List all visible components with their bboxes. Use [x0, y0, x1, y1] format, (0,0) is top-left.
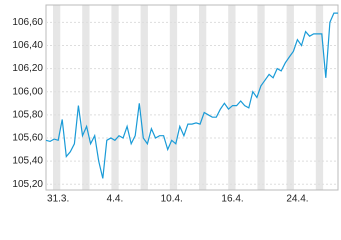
day-band — [53, 5, 61, 190]
plot-area — [45, 4, 339, 191]
day-band — [257, 5, 265, 190]
y-tick-label: 106,00 — [12, 86, 43, 97]
day-bands — [53, 5, 324, 190]
x-tick-label: 10.4. — [161, 194, 183, 205]
chart: 105,20 105,40 105,60 105,80 106,00 106,20 106,… — [12, 4, 339, 205]
day-band — [228, 5, 236, 190]
y-tick-label: 105,40 — [12, 156, 43, 167]
day-band — [82, 5, 90, 190]
y-tick-label: 105,60 — [12, 133, 43, 144]
day-band — [169, 5, 178, 190]
y-tick-label: 106,40 — [12, 40, 43, 51]
price-line — [45, 12, 338, 179]
day-band — [286, 5, 294, 190]
y-tick-label: 106,20 — [12, 63, 43, 74]
x-tick-label: 4.4. — [107, 194, 124, 205]
day-band — [111, 5, 119, 190]
y-tick-label: 106,60 — [12, 17, 43, 28]
x-tick-label: 31.3. — [47, 194, 69, 205]
day-band — [315, 5, 324, 190]
day-band — [199, 5, 207, 190]
day-band — [140, 5, 148, 190]
y-tick-label: 105,80 — [12, 109, 43, 120]
y-tick-label: 105,20 — [12, 179, 43, 190]
x-tick-label: 16.4. — [221, 194, 243, 205]
x-tick-label: 24.4. — [286, 194, 308, 205]
